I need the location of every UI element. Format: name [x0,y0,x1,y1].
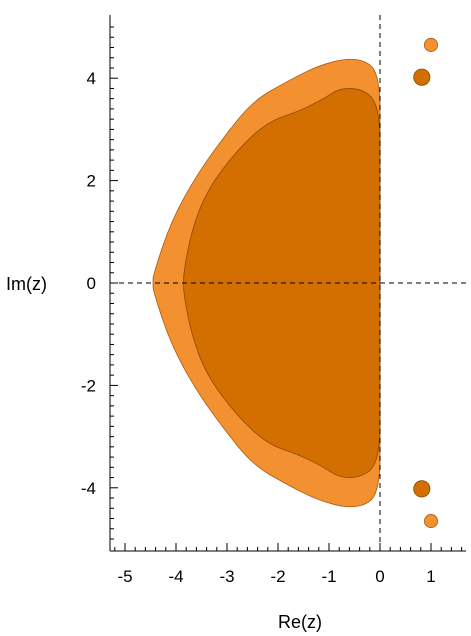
x-tick-label: -3 [219,567,234,586]
x-tick-label: -2 [270,567,285,586]
region-2-island-1 [413,68,431,86]
y-tick-label: 2 [87,172,96,191]
x-tick-label: 1 [426,567,435,586]
region-1-island-1 [423,37,439,52]
x-tick-label: -4 [168,567,183,586]
x-tick-label: 0 [375,567,384,586]
y-tick-label: -2 [81,376,96,395]
region-2-island-2 [413,480,431,498]
x-axis-label: Re(z) [278,612,322,632]
y-axis: 4 2 0 -2 -4 [81,15,118,551]
y-tick-label: 0 [87,274,96,293]
x-tick-label: -1 [321,567,336,586]
y-axis-label: Im(z) [6,274,47,294]
x-axis: -5 -4 -3 -2 -1 0 1 [110,543,466,586]
x-tick-label: -5 [117,567,132,586]
region-1-island-2 [423,514,439,529]
y-tick-label: 4 [87,69,96,88]
y-tick-label: -4 [81,479,96,498]
